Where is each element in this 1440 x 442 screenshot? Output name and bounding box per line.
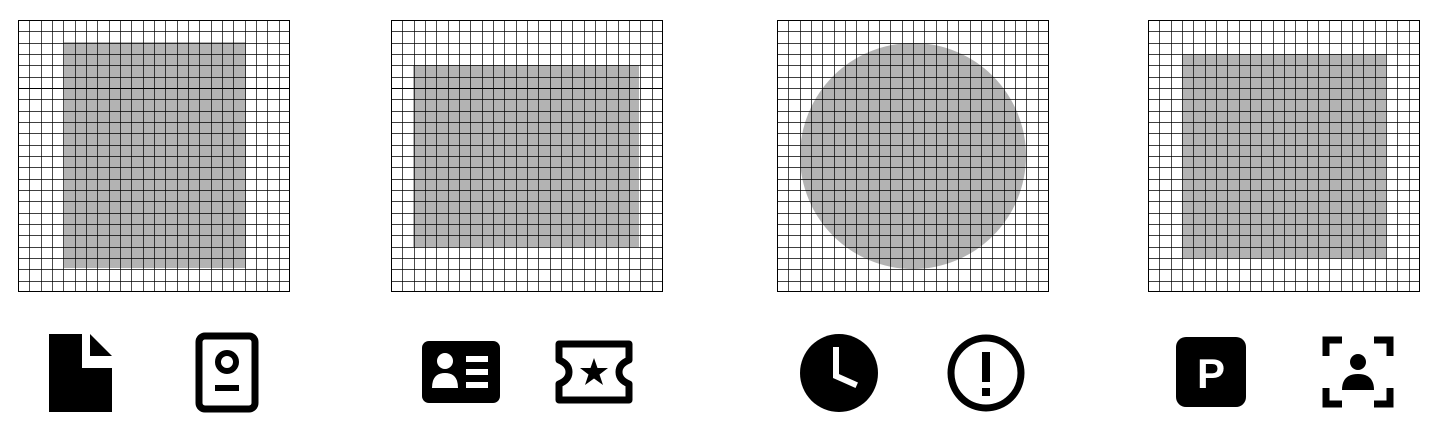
keyline-grid-landscape xyxy=(391,20,663,292)
grid-lines xyxy=(777,20,1049,292)
contact-card-icon xyxy=(422,341,500,403)
parking-letter: P xyxy=(1197,350,1225,397)
parking-icon: P xyxy=(1176,337,1246,407)
keyline-shape-square xyxy=(1182,54,1386,258)
clock-icon xyxy=(800,334,878,412)
keyline-shape-circle xyxy=(800,43,1026,269)
grid-svg xyxy=(18,20,290,292)
keyline-grid-circle xyxy=(777,20,1049,292)
person-focus-icon xyxy=(1322,336,1394,408)
document-icon xyxy=(49,334,112,412)
star-ticket-icon xyxy=(555,340,633,404)
keyline-grid-portrait xyxy=(18,20,290,292)
grid-svg xyxy=(391,20,663,292)
alert-circle-icon xyxy=(947,334,1025,412)
keyline-grid-square xyxy=(1148,20,1420,292)
keyline-shape-portrait xyxy=(64,42,246,268)
portrait-id-card-icon xyxy=(195,332,259,413)
grid-lines xyxy=(1148,20,1420,292)
keyline-shape-landscape xyxy=(413,65,639,247)
grid-svg xyxy=(1148,20,1420,292)
grid-svg xyxy=(777,20,1049,292)
